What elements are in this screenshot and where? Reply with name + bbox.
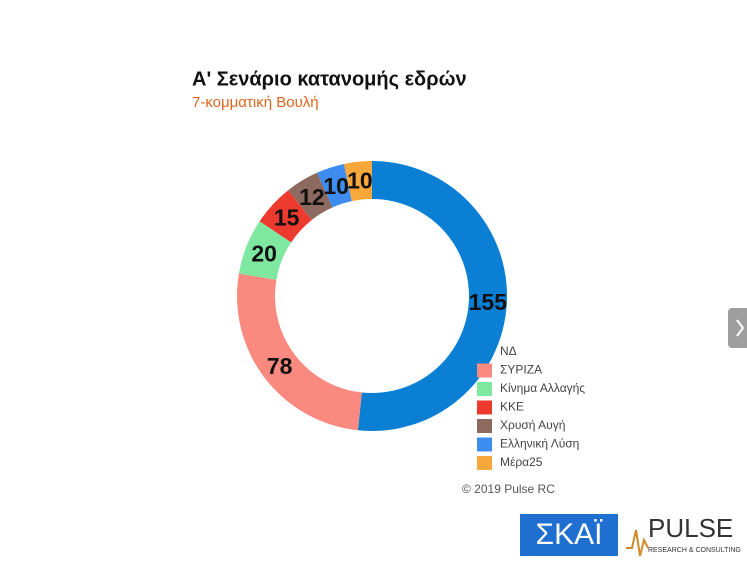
- data-label: 20: [251, 240, 277, 266]
- chart-title: Α' Σενάριο κατανομής εδρών: [192, 68, 467, 90]
- data-label: 10: [347, 168, 373, 194]
- skai-logo-text: ΣΚΑΪ: [536, 518, 604, 551]
- pulse-logo-tagline: RESEARCH & CONSULTING: [648, 547, 741, 554]
- legend-swatch: [477, 437, 492, 452]
- legend-swatch: [477, 456, 492, 470]
- legend-label: Ελληνική Λύση: [500, 437, 579, 451]
- pulse-logo-wave: [626, 529, 649, 557]
- legend-swatch: [477, 363, 492, 378]
- data-label: 78: [267, 353, 293, 379]
- donut-segment: [288, 172, 333, 220]
- pulse-logo-text: PULSE: [648, 513, 733, 543]
- donut-segment: [259, 190, 312, 243]
- next-button[interactable]: [728, 308, 747, 348]
- donut-segment: [357, 161, 508, 432]
- legend-label: ΝΔ: [500, 344, 517, 358]
- legend-label: ΚΚΕ: [500, 400, 524, 414]
- chart-subtitle: 7-κομματική Βουλή: [192, 94, 319, 111]
- legend-swatch: [477, 400, 492, 415]
- legend-label: Κίνημα Αλλαγής: [500, 381, 585, 395]
- pulse-logo: PULSE RESEARCH & CONSULTING: [626, 513, 741, 557]
- data-label: 10: [323, 173, 349, 199]
- legend-swatch: [477, 345, 492, 359]
- legend-label: ΣΥΡΙΖΑ: [500, 363, 542, 377]
- donut-segment: [238, 221, 292, 280]
- donut-segment: [237, 273, 362, 431]
- data-label: 155: [469, 289, 508, 315]
- next-button-bg[interactable]: [728, 308, 747, 348]
- legend-label: Χρυσή Αυγή: [500, 418, 565, 432]
- data-label: 12: [299, 184, 325, 210]
- skai-logo-box: [520, 514, 618, 556]
- copyright: © 2019 Pulse RC: [462, 482, 555, 496]
- data-label: 15: [274, 205, 300, 231]
- next-button-arrow[interactable]: [736, 319, 745, 337]
- legend-swatch: [477, 382, 492, 396]
- legend-label: Μέρα25: [500, 455, 543, 469]
- donut-segment: [317, 163, 352, 208]
- legend-swatch: [477, 419, 492, 433]
- skai-logo: ΣΚΑΪ: [520, 514, 618, 556]
- donut-segment: [343, 161, 372, 202]
